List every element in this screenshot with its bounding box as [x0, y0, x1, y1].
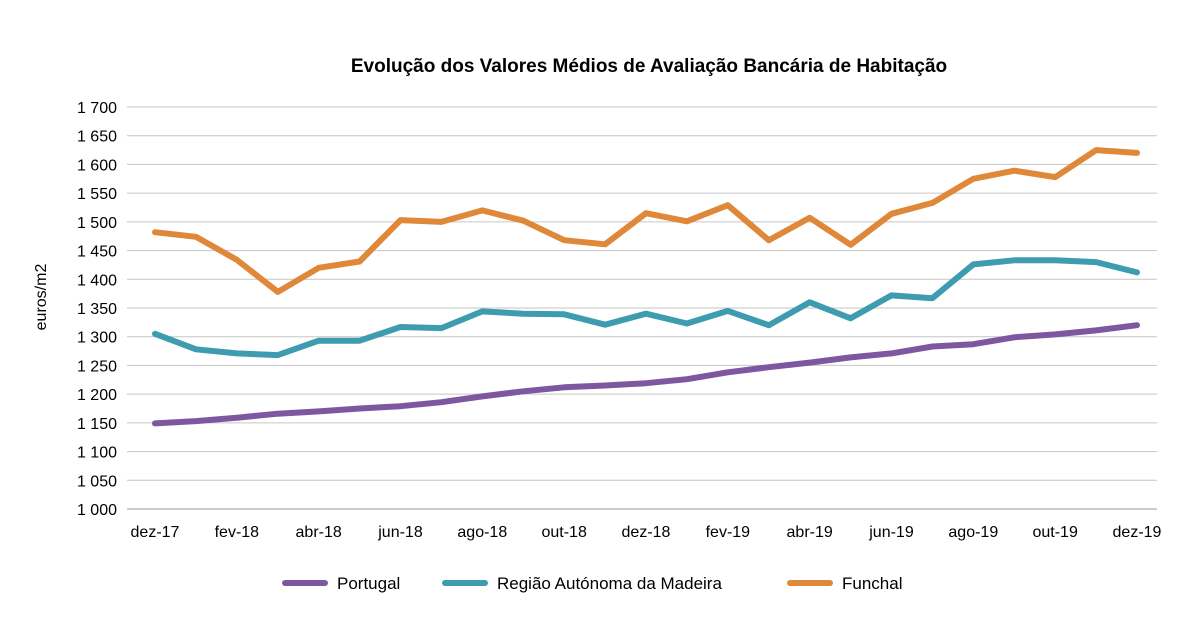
y-tick-label: 1 200	[77, 387, 117, 404]
y-tick-label: 1 050	[77, 473, 117, 490]
x-tick-label: dez-17	[131, 524, 180, 541]
x-tick-label: abr-18	[296, 524, 342, 541]
x-tick-label: fev-19	[706, 524, 751, 541]
y-tick-label: 1 150	[77, 416, 117, 433]
y-tick-label: 1 550	[77, 186, 117, 203]
y-tick-label: 1 350	[77, 301, 117, 318]
chart-title: Evolução dos Valores Médios de Avaliação…	[351, 56, 947, 77]
y-tick-label: 1 000	[77, 502, 117, 519]
series-lines	[152, 147, 1140, 427]
x-tick-label: dez-19	[1113, 524, 1162, 541]
x-tick-label: jun-19	[868, 524, 914, 541]
y-tick-label: 1 250	[77, 358, 117, 375]
y-tick-label: 1 650	[77, 129, 117, 146]
x-tick-label: dez-18	[622, 524, 671, 541]
legend-label: Funchal	[842, 574, 902, 593]
x-tick-label: ago-18	[457, 524, 507, 541]
legend-label: Portugal	[337, 574, 400, 593]
legend-label: Região Autónoma da Madeira	[497, 574, 722, 593]
series-line-funchal	[152, 147, 1140, 295]
x-tick-label: abr-19	[787, 524, 833, 541]
y-tick-label: 1 600	[77, 157, 117, 174]
series-line-portugal	[152, 322, 1140, 427]
x-tick-label: jun-18	[377, 524, 423, 541]
gridlines	[127, 106, 1157, 510]
x-axis-ticks: dez-17 fev-18 abr-18 jun-18 ago-18 out-18 dez-…	[131, 524, 1162, 541]
x-tick-label: out-18	[541, 524, 586, 541]
y-axis-label: euros/m2	[33, 264, 50, 331]
y-tick-label: 1 500	[77, 215, 117, 232]
x-tick-label: ago-19	[948, 524, 998, 541]
y-tick-label: 1 400	[77, 272, 117, 289]
y-axis-ticks: 1 000 1 050 1 100 1 150 1 200 1 250 1 300 1 350…	[77, 100, 117, 519]
x-tick-label: fev-18	[215, 524, 260, 541]
legend: Portugal Região Autónoma da Madeira Funcha…	[282, 574, 902, 593]
x-tick-label: out-19	[1032, 524, 1077, 541]
y-tick-label: 1 450	[77, 244, 117, 261]
y-tick-label: 1 700	[77, 100, 117, 117]
y-tick-label: 1 300	[77, 330, 117, 347]
series-line-regi-o-aut-noma-da-madeira	[152, 257, 1140, 359]
y-tick-label: 1 100	[77, 445, 117, 462]
